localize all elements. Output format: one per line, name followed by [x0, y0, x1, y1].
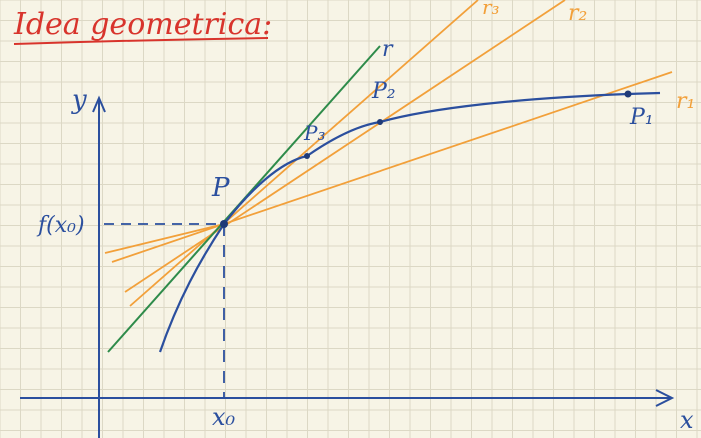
- point-p3: [304, 153, 310, 159]
- x-axis-arrow-icon: [655, 389, 675, 407]
- y-axis-label: y: [71, 85, 87, 115]
- point-p1: [624, 90, 632, 98]
- secant-line-extra: [104, 223, 225, 254]
- secant-line-r3: [129, 0, 479, 307]
- secant-r2-label: r₂: [568, 1, 587, 26]
- tangent-r-label: r: [382, 37, 394, 62]
- function-curve: [158, 91, 661, 353]
- point-p3-label: P₃: [303, 121, 325, 145]
- secant-line-r2: [124, 0, 566, 293]
- point-p: [220, 220, 228, 228]
- title-text: Idea geometrica:: [13, 7, 272, 42]
- point-p-label: P: [211, 173, 230, 203]
- point-p1-label: P₁: [629, 105, 654, 130]
- fx0-label: f(x₀): [36, 213, 85, 238]
- y-axis-arrow-icon: [92, 95, 106, 113]
- point-p2: [377, 119, 383, 125]
- x0-label: x₀: [212, 403, 236, 431]
- secant-line-r1: [111, 71, 673, 263]
- secant-r1-label: r₁: [676, 89, 695, 114]
- title-underline: [13, 37, 269, 45]
- point-p2-label: P₂: [371, 79, 396, 104]
- x-axis-label: x: [680, 406, 694, 434]
- secant-r3-label: r₃: [482, 0, 500, 19]
